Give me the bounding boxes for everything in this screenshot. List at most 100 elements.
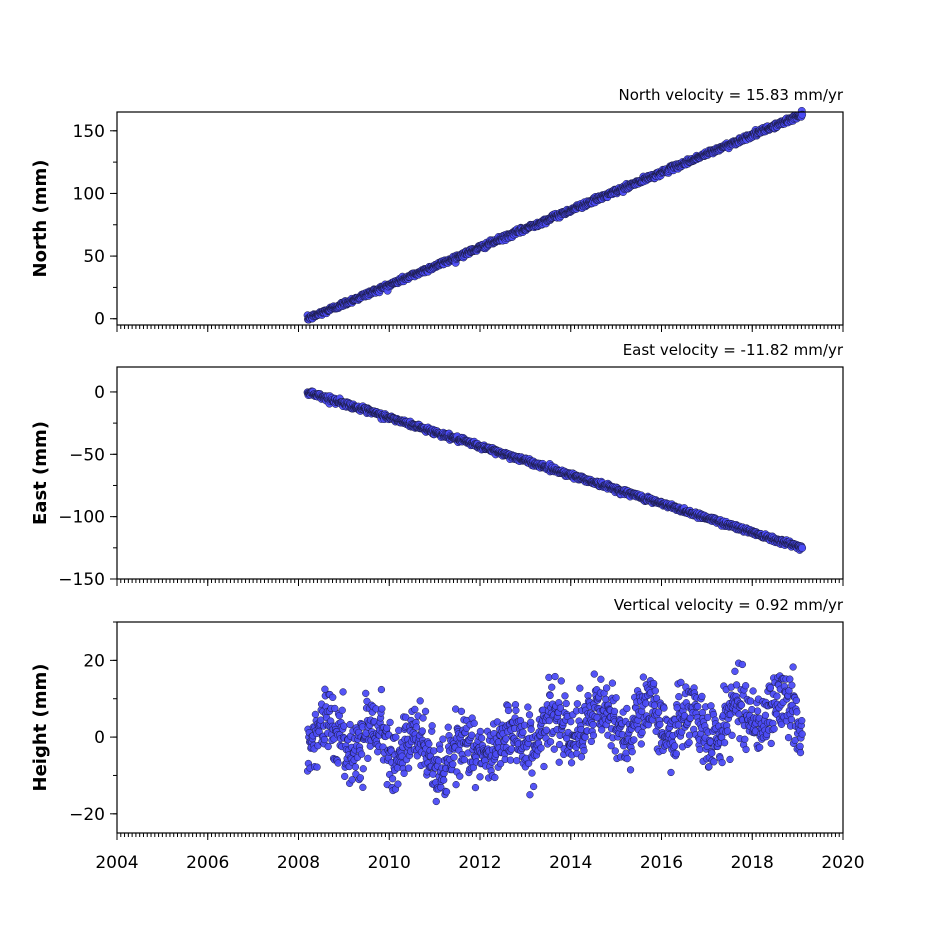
data-point bbox=[787, 715, 796, 724]
data-point bbox=[737, 701, 746, 709]
data-point bbox=[551, 672, 559, 681]
data-point bbox=[457, 707, 466, 716]
data-points bbox=[303, 659, 806, 806]
data-point bbox=[562, 699, 570, 708]
data-point bbox=[334, 759, 342, 767]
x-tick-label: 2014 bbox=[549, 853, 592, 873]
data-point bbox=[429, 770, 437, 778]
data-point bbox=[411, 705, 419, 714]
data-point bbox=[638, 728, 646, 737]
data-point bbox=[792, 696, 801, 705]
data-point bbox=[770, 725, 778, 733]
data-point bbox=[720, 739, 729, 747]
data-point bbox=[470, 719, 478, 727]
data-point bbox=[491, 773, 499, 782]
data-point bbox=[421, 707, 430, 716]
data-point bbox=[793, 708, 801, 716]
data-point bbox=[708, 749, 716, 757]
data-point bbox=[642, 699, 650, 707]
data-point bbox=[773, 692, 781, 700]
data-point bbox=[450, 753, 458, 761]
data-point bbox=[767, 739, 775, 748]
data-point bbox=[742, 745, 750, 754]
y-tick-label: 50 bbox=[83, 247, 105, 267]
data-point bbox=[660, 704, 668, 712]
data-point bbox=[650, 679, 658, 688]
data-point bbox=[378, 705, 386, 713]
data-point bbox=[324, 742, 332, 751]
data-point bbox=[626, 766, 635, 774]
data-point bbox=[608, 679, 617, 687]
data-point bbox=[404, 764, 413, 772]
panel-2: East velocity = -11.82 mm/yr East (mm) 0 −5… bbox=[30, 341, 844, 590]
data-point bbox=[338, 706, 346, 714]
data-point bbox=[478, 734, 486, 742]
data-point bbox=[718, 758, 726, 767]
data-point bbox=[707, 702, 715, 710]
x-tick-label: 2020 bbox=[821, 853, 864, 873]
y-tick-label: 20 bbox=[83, 651, 105, 671]
velocity-title: East velocity = -11.82 mm/yr bbox=[623, 341, 844, 359]
panel-1: North velocity = 15.83 mm/yr North (mm) 0 5… bbox=[30, 86, 844, 332]
data-point bbox=[756, 743, 764, 752]
data-point bbox=[452, 781, 460, 789]
data-point bbox=[320, 735, 329, 744]
data-point bbox=[377, 685, 386, 694]
data-point bbox=[696, 745, 704, 754]
y-tick-label: 0 bbox=[94, 310, 105, 330]
data-point bbox=[432, 797, 440, 806]
data-point bbox=[580, 746, 588, 755]
data-point bbox=[741, 735, 749, 743]
data-point bbox=[524, 703, 532, 711]
data-point bbox=[639, 673, 647, 681]
data-point bbox=[671, 742, 679, 750]
data-point bbox=[623, 704, 631, 713]
data-point bbox=[628, 748, 636, 756]
data-point bbox=[728, 731, 736, 739]
data-point bbox=[731, 667, 739, 675]
data-point bbox=[340, 722, 348, 730]
data-point bbox=[356, 774, 365, 782]
data-point bbox=[339, 688, 347, 696]
data-point bbox=[394, 780, 402, 788]
data-point bbox=[561, 692, 569, 700]
data-point bbox=[440, 776, 448, 784]
data-point bbox=[386, 718, 394, 727]
data-point bbox=[545, 673, 553, 682]
data-point bbox=[512, 706, 520, 715]
data-point bbox=[341, 772, 349, 781]
data-point bbox=[529, 782, 538, 791]
data-point bbox=[798, 110, 807, 119]
data-point bbox=[796, 742, 804, 750]
data-point bbox=[416, 697, 424, 705]
plot-frame bbox=[116, 366, 844, 580]
data-point bbox=[786, 675, 794, 683]
data-point bbox=[471, 783, 480, 792]
y-tick-label: 150 bbox=[73, 122, 105, 142]
data-point bbox=[468, 731, 476, 739]
data-point bbox=[675, 693, 683, 701]
y-tick-label: −20 bbox=[69, 805, 105, 825]
data-point bbox=[555, 758, 563, 766]
y-tick-label: −150 bbox=[58, 570, 105, 590]
data-point bbox=[589, 721, 597, 729]
data-point bbox=[525, 711, 534, 719]
y-tick-label: −50 bbox=[69, 445, 105, 465]
data-point bbox=[685, 738, 693, 747]
data-point bbox=[436, 745, 444, 753]
x-tick-label: 2018 bbox=[731, 853, 774, 873]
data-point bbox=[623, 755, 631, 763]
data-points bbox=[303, 387, 807, 554]
data-point bbox=[610, 707, 619, 716]
panel-3: Vertical velocity = 0.92 mm/yr Height (mm… bbox=[30, 596, 865, 873]
data-point bbox=[630, 736, 638, 744]
data-point bbox=[476, 773, 484, 781]
data-point bbox=[329, 693, 337, 702]
data-point bbox=[742, 682, 750, 690]
data-point bbox=[311, 710, 320, 719]
data-point bbox=[456, 772, 464, 780]
data-point bbox=[412, 723, 421, 731]
data-point bbox=[546, 691, 554, 700]
data-point bbox=[537, 744, 545, 752]
